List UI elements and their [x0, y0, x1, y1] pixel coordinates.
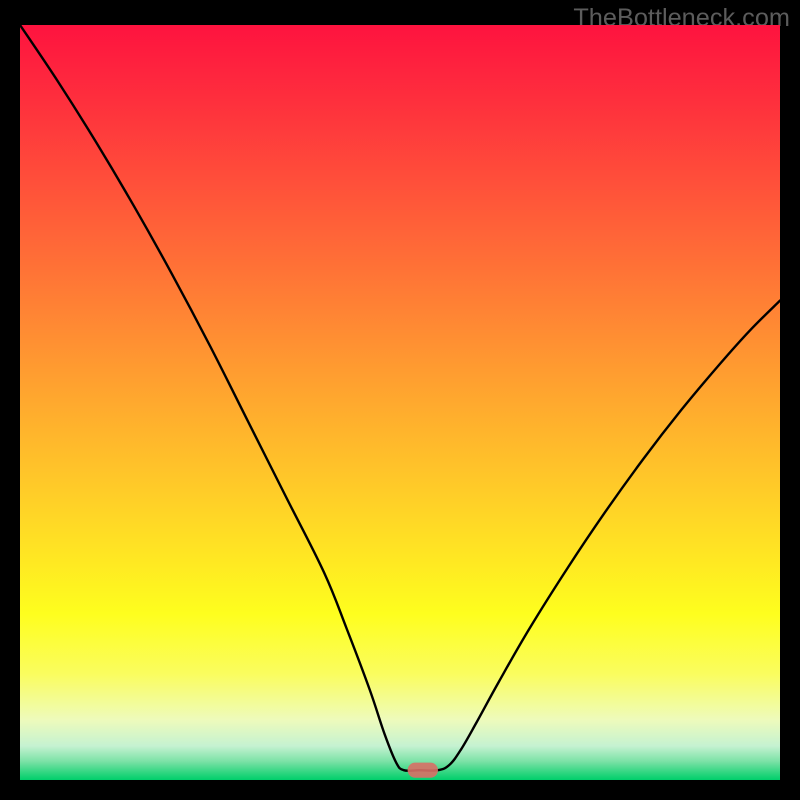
- plot-area: [20, 25, 780, 780]
- optimal-marker: [408, 763, 438, 778]
- gradient-background: [20, 25, 780, 780]
- chart-frame: TheBottleneck.com: [0, 0, 800, 800]
- chart-svg: [20, 25, 780, 780]
